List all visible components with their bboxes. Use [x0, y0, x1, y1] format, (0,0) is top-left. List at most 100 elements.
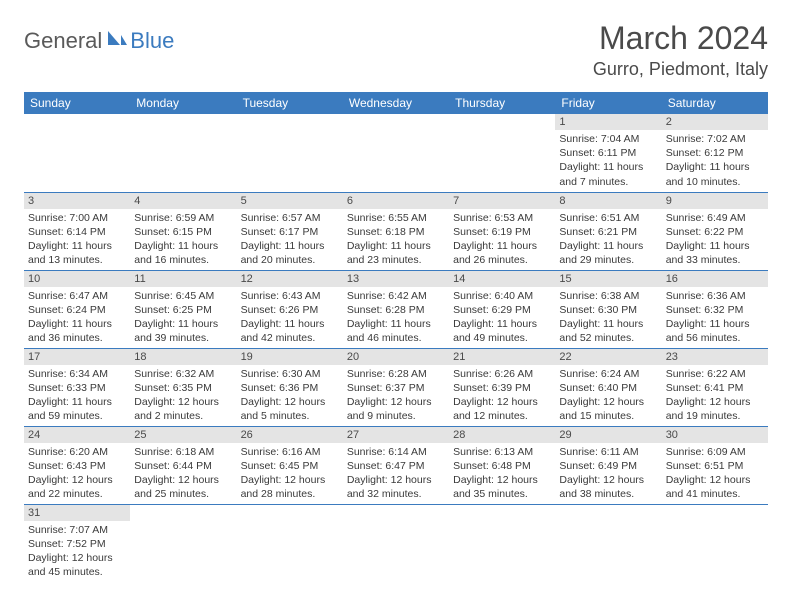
sunset-text: Sunset: 6:29 PM: [453, 303, 551, 317]
calendar-week-row: 17Sunrise: 6:34 AMSunset: 6:33 PMDayligh…: [24, 348, 768, 426]
day-details: Sunrise: 6:18 AMSunset: 6:44 PMDaylight:…: [130, 443, 236, 504]
daylight-text: Daylight: 12 hours and 35 minutes.: [453, 473, 551, 501]
sunset-text: Sunset: 6:33 PM: [28, 381, 126, 395]
calendar-table: SundayMondayTuesdayWednesdayThursdayFrid…: [24, 92, 768, 582]
day-number: 29: [555, 427, 661, 443]
sunrise-text: Sunrise: 6:36 AM: [666, 289, 764, 303]
calendar-day-cell: 16Sunrise: 6:36 AMSunset: 6:32 PMDayligh…: [662, 270, 768, 348]
sunset-text: Sunset: 6:32 PM: [666, 303, 764, 317]
sunrise-text: Sunrise: 6:51 AM: [559, 211, 657, 225]
calendar-day-cell: 26Sunrise: 6:16 AMSunset: 6:45 PMDayligh…: [237, 426, 343, 504]
day-details: Sunrise: 6:30 AMSunset: 6:36 PMDaylight:…: [237, 365, 343, 426]
sunrise-text: Sunrise: 6:26 AM: [453, 367, 551, 381]
day-details: Sunrise: 6:51 AMSunset: 6:21 PMDaylight:…: [555, 209, 661, 270]
calendar-day-cell: 22Sunrise: 6:24 AMSunset: 6:40 PMDayligh…: [555, 348, 661, 426]
calendar-day-cell: 7Sunrise: 6:53 AMSunset: 6:19 PMDaylight…: [449, 192, 555, 270]
daylight-text: Daylight: 11 hours and 49 minutes.: [453, 317, 551, 345]
calendar-day-cell: 2Sunrise: 7:02 AMSunset: 6:12 PMDaylight…: [662, 114, 768, 192]
sunrise-text: Sunrise: 6:22 AM: [666, 367, 764, 381]
daylight-text: Daylight: 12 hours and 15 minutes.: [559, 395, 657, 423]
daylight-text: Daylight: 11 hours and 46 minutes.: [347, 317, 445, 345]
day-details: Sunrise: 6:43 AMSunset: 6:26 PMDaylight:…: [237, 287, 343, 348]
daylight-text: Daylight: 11 hours and 52 minutes.: [559, 317, 657, 345]
day-details: Sunrise: 6:28 AMSunset: 6:37 PMDaylight:…: [343, 365, 449, 426]
sunset-text: Sunset: 6:12 PM: [666, 146, 764, 160]
sunrise-text: Sunrise: 6:20 AM: [28, 445, 126, 459]
calendar-day-cell: 11Sunrise: 6:45 AMSunset: 6:25 PMDayligh…: [130, 270, 236, 348]
day-number: 14: [449, 271, 555, 287]
day-details: Sunrise: 6:57 AMSunset: 6:17 PMDaylight:…: [237, 209, 343, 270]
calendar-day-cell: 25Sunrise: 6:18 AMSunset: 6:44 PMDayligh…: [130, 426, 236, 504]
calendar-empty-cell: [662, 504, 768, 582]
logo-text-general: General: [24, 28, 102, 54]
calendar-empty-cell: [130, 504, 236, 582]
sunrise-text: Sunrise: 7:02 AM: [666, 132, 764, 146]
daylight-text: Daylight: 11 hours and 13 minutes.: [28, 239, 126, 267]
day-details: Sunrise: 6:45 AMSunset: 6:25 PMDaylight:…: [130, 287, 236, 348]
sunset-text: Sunset: 6:30 PM: [559, 303, 657, 317]
calendar-day-cell: 3Sunrise: 7:00 AMSunset: 6:14 PMDaylight…: [24, 192, 130, 270]
sunset-text: Sunset: 6:43 PM: [28, 459, 126, 473]
day-number: 25: [130, 427, 236, 443]
day-details: Sunrise: 6:55 AMSunset: 6:18 PMDaylight:…: [343, 209, 449, 270]
day-number: 5: [237, 193, 343, 209]
day-details: Sunrise: 6:34 AMSunset: 6:33 PMDaylight:…: [24, 365, 130, 426]
day-number: 20: [343, 349, 449, 365]
day-header: Saturday: [662, 92, 768, 114]
calendar-empty-cell: [130, 114, 236, 192]
day-number: 1: [555, 114, 661, 130]
day-number: 19: [237, 349, 343, 365]
day-details: Sunrise: 6:16 AMSunset: 6:45 PMDaylight:…: [237, 443, 343, 504]
sunset-text: Sunset: 6:18 PM: [347, 225, 445, 239]
sunset-text: Sunset: 6:17 PM: [241, 225, 339, 239]
daylight-text: Daylight: 11 hours and 42 minutes.: [241, 317, 339, 345]
calendar-day-cell: 1Sunrise: 7:04 AMSunset: 6:11 PMDaylight…: [555, 114, 661, 192]
daylight-text: Daylight: 12 hours and 22 minutes.: [28, 473, 126, 501]
calendar-day-cell: 30Sunrise: 6:09 AMSunset: 6:51 PMDayligh…: [662, 426, 768, 504]
calendar-week-row: 10Sunrise: 6:47 AMSunset: 6:24 PMDayligh…: [24, 270, 768, 348]
daylight-text: Daylight: 12 hours and 25 minutes.: [134, 473, 232, 501]
sunset-text: Sunset: 6:19 PM: [453, 225, 551, 239]
logo: General Blue: [24, 28, 174, 54]
sunrise-text: Sunrise: 6:18 AM: [134, 445, 232, 459]
sunrise-text: Sunrise: 6:57 AM: [241, 211, 339, 225]
calendar-week-row: 3Sunrise: 7:00 AMSunset: 6:14 PMDaylight…: [24, 192, 768, 270]
daylight-text: Daylight: 11 hours and 36 minutes.: [28, 317, 126, 345]
sunset-text: Sunset: 6:24 PM: [28, 303, 126, 317]
day-details: Sunrise: 7:04 AMSunset: 6:11 PMDaylight:…: [555, 130, 661, 191]
sunset-text: Sunset: 6:44 PM: [134, 459, 232, 473]
daylight-text: Daylight: 12 hours and 41 minutes.: [666, 473, 764, 501]
daylight-text: Daylight: 12 hours and 28 minutes.: [241, 473, 339, 501]
calendar-day-cell: 20Sunrise: 6:28 AMSunset: 6:37 PMDayligh…: [343, 348, 449, 426]
sunrise-text: Sunrise: 6:43 AM: [241, 289, 339, 303]
calendar-day-cell: 9Sunrise: 6:49 AMSunset: 6:22 PMDaylight…: [662, 192, 768, 270]
calendar-day-cell: 29Sunrise: 6:11 AMSunset: 6:49 PMDayligh…: [555, 426, 661, 504]
sunset-text: Sunset: 7:52 PM: [28, 537, 126, 551]
day-number: 8: [555, 193, 661, 209]
sunset-text: Sunset: 6:39 PM: [453, 381, 551, 395]
sunrise-text: Sunrise: 6:16 AM: [241, 445, 339, 459]
daylight-text: Daylight: 11 hours and 39 minutes.: [134, 317, 232, 345]
day-number: 12: [237, 271, 343, 287]
calendar-day-cell: 8Sunrise: 6:51 AMSunset: 6:21 PMDaylight…: [555, 192, 661, 270]
daylight-text: Daylight: 11 hours and 20 minutes.: [241, 239, 339, 267]
daylight-text: Daylight: 11 hours and 26 minutes.: [453, 239, 551, 267]
logo-text-blue: Blue: [130, 28, 174, 54]
sunset-text: Sunset: 6:40 PM: [559, 381, 657, 395]
sunset-text: Sunset: 6:26 PM: [241, 303, 339, 317]
day-number: 9: [662, 193, 768, 209]
daylight-text: Daylight: 11 hours and 23 minutes.: [347, 239, 445, 267]
sunset-text: Sunset: 6:21 PM: [559, 225, 657, 239]
day-details: Sunrise: 6:11 AMSunset: 6:49 PMDaylight:…: [555, 443, 661, 504]
calendar-day-cell: 21Sunrise: 6:26 AMSunset: 6:39 PMDayligh…: [449, 348, 555, 426]
day-number: 24: [24, 427, 130, 443]
day-number: 28: [449, 427, 555, 443]
sunrise-text: Sunrise: 6:14 AM: [347, 445, 445, 459]
day-details: Sunrise: 6:14 AMSunset: 6:47 PMDaylight:…: [343, 443, 449, 504]
day-details: Sunrise: 6:26 AMSunset: 6:39 PMDaylight:…: [449, 365, 555, 426]
calendar-day-cell: 24 Sunrise: 6:20 AMSunset: 6:43 PMDayligh…: [24, 426, 130, 504]
day-header: Thursday: [449, 92, 555, 114]
calendar-day-cell: 19Sunrise: 6:30 AMSunset: 6:36 PMDayligh…: [237, 348, 343, 426]
day-number: 11: [130, 271, 236, 287]
day-header: Sunday: [24, 92, 130, 114]
